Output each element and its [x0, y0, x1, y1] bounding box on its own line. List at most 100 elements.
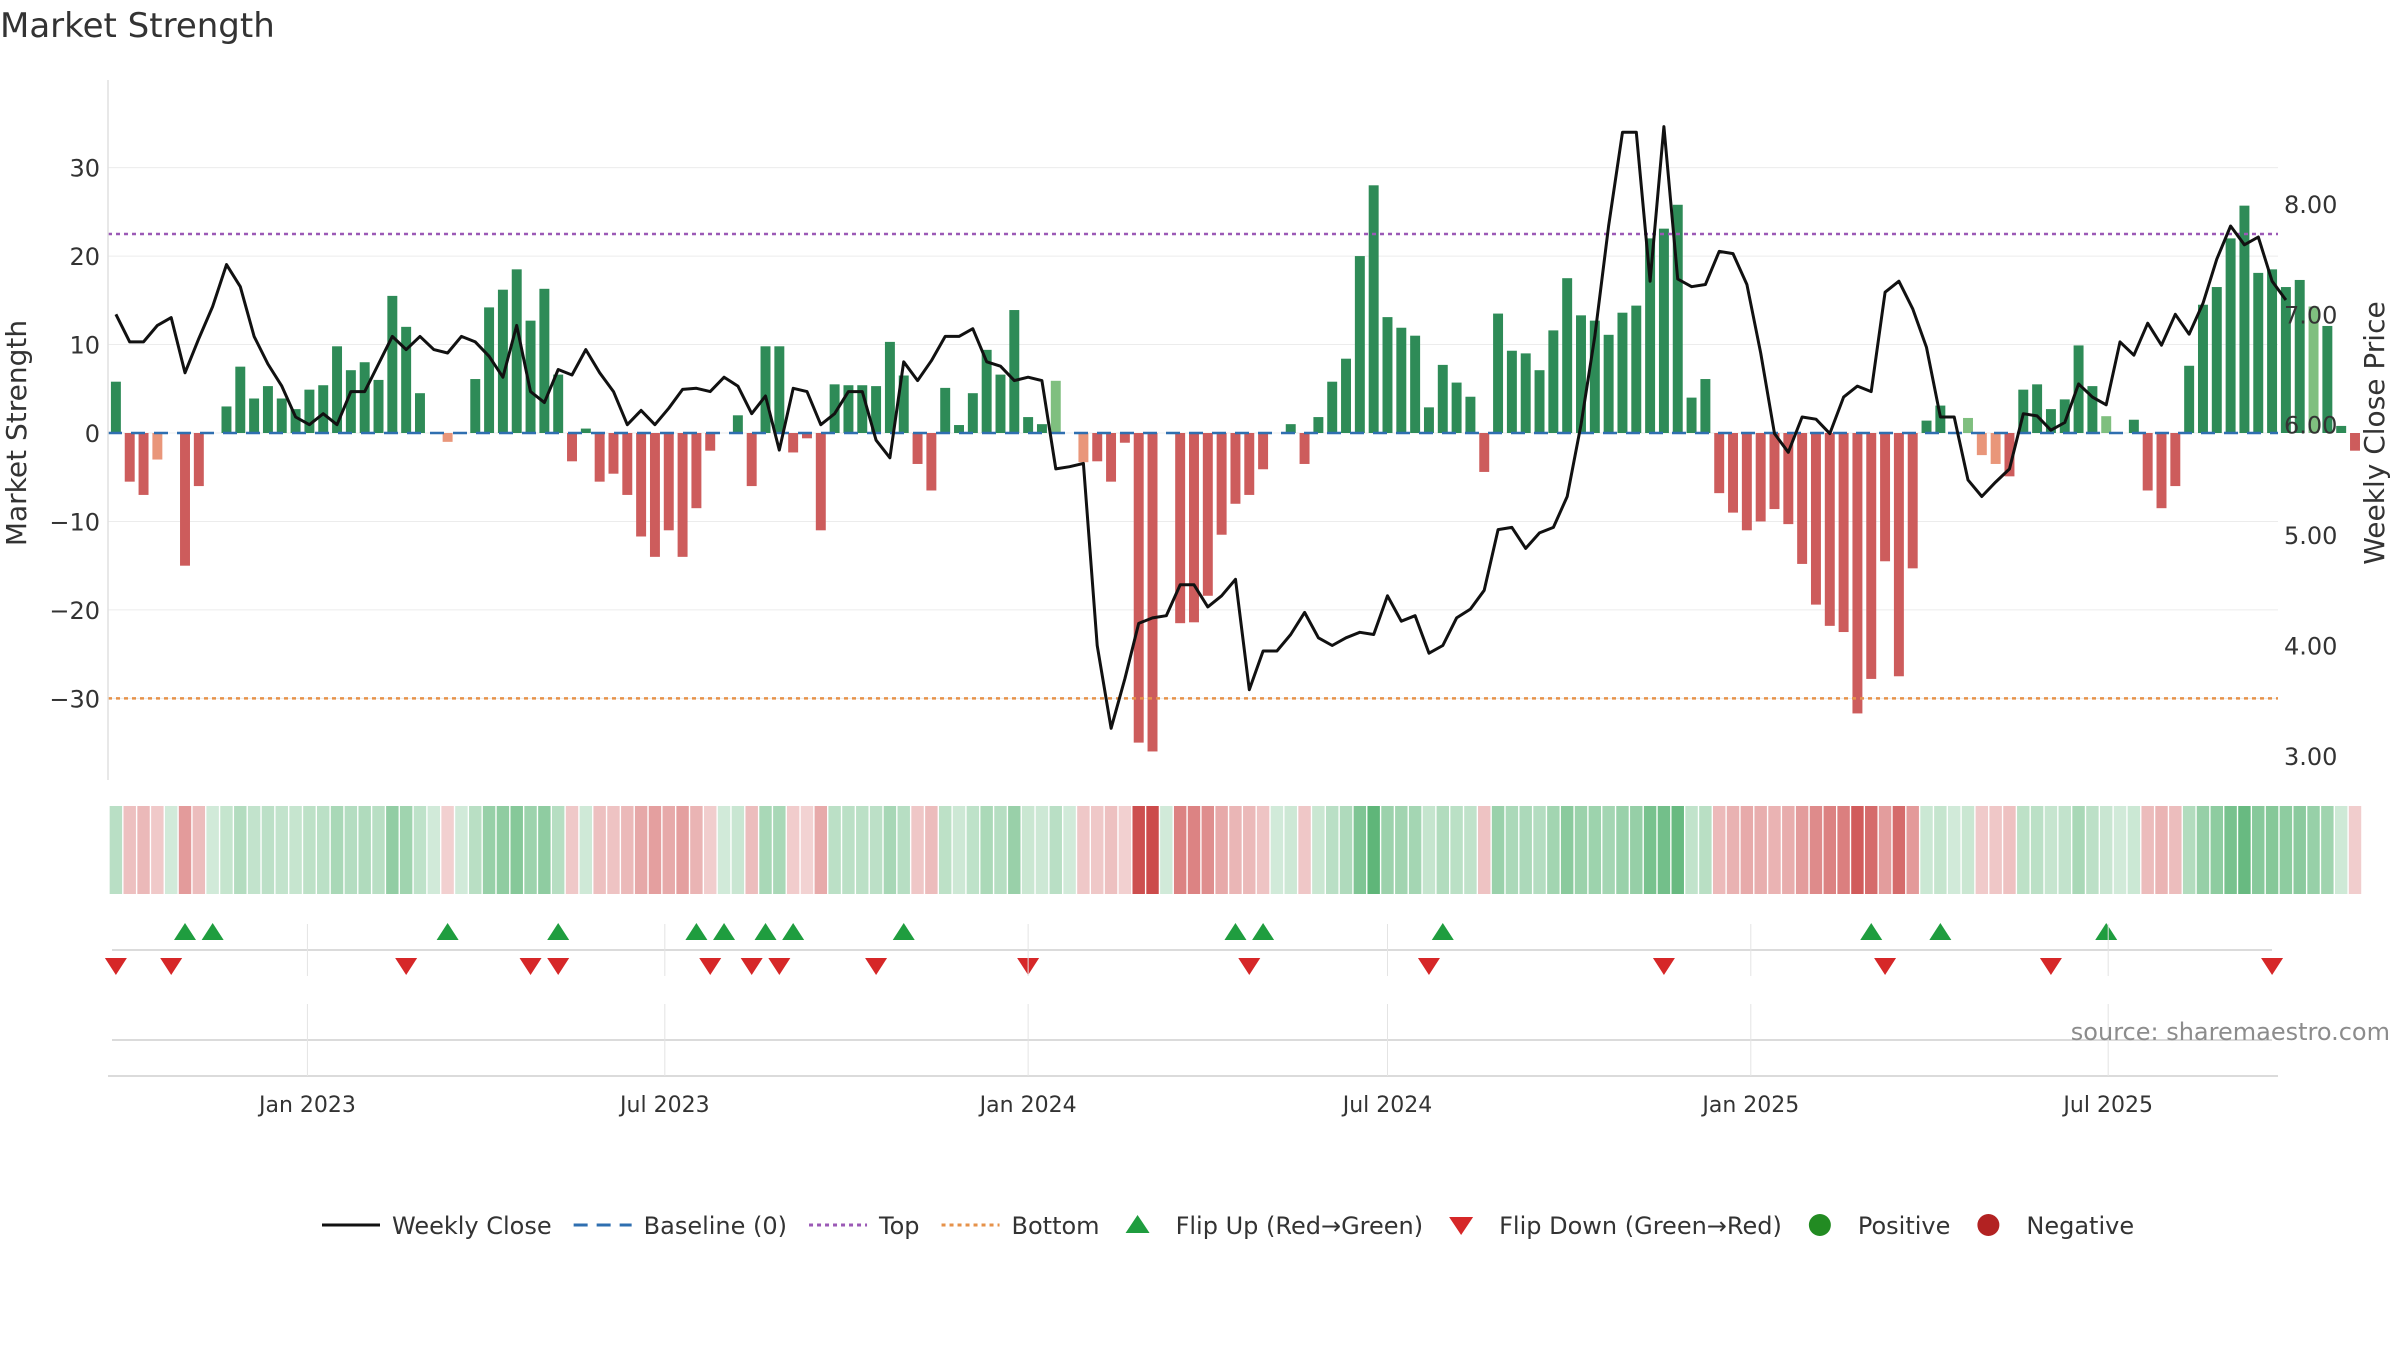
strip-cell [1422, 806, 1436, 894]
strength-strip [109, 806, 2362, 894]
strength-bar [912, 433, 923, 464]
strength-bar [525, 320, 536, 433]
strip-cell [579, 806, 593, 894]
strength-bar [1990, 433, 2001, 464]
strip-cell [317, 806, 330, 894]
strip-cell [2127, 806, 2141, 894]
axes: 30 20 10 0 −10 −20 −30 8.00 7.00 6.00 5.00 4.00 3.00… [0, 80, 2391, 780]
strength-bar [1078, 433, 1089, 463]
strip-cell [966, 806, 980, 894]
flip-down-marker [699, 958, 722, 975]
strip-cell [2017, 806, 2030, 894]
strip-cell [565, 806, 579, 894]
strength-bar [1603, 334, 1614, 433]
strip-cell [1989, 806, 2002, 894]
strip-cell [2307, 806, 2320, 894]
strip-cell [1339, 806, 1353, 894]
strip-cell [1132, 806, 1145, 894]
strength-bar [2197, 304, 2208, 433]
strength-bar [1092, 433, 1103, 462]
strip-cell [1616, 806, 1629, 894]
strength-bar [898, 375, 909, 433]
level-lines [108, 232, 2278, 700]
strip-cell [1602, 806, 1615, 894]
y-left-tick-label: 30 [69, 155, 100, 183]
strength-bar [1769, 433, 1780, 510]
strength-bars [110, 185, 2360, 752]
strength-bar [1866, 433, 1877, 679]
legend-label: Flip Up (Red→Green) [1176, 1212, 1424, 1240]
strip-cell [662, 806, 675, 894]
strip-cell [289, 806, 302, 894]
strip-cell [1947, 806, 1961, 894]
strength-bar [1797, 433, 1808, 564]
strip-cell [1049, 806, 1062, 894]
strength-bar [221, 406, 232, 433]
strength-bar [788, 433, 799, 453]
legend-swatch [1977, 1214, 2000, 1236]
strip-cell [759, 806, 772, 894]
strip-cell [1201, 806, 1215, 894]
strength-bar [705, 433, 716, 451]
strip-cell [344, 806, 358, 894]
flip-up-marker [436, 923, 459, 940]
weekly-close-path [114, 125, 2288, 730]
strength-bar [2128, 419, 2139, 433]
y-left-axis-title: Market Strength [0, 320, 33, 546]
flip-down-marker [768, 958, 791, 975]
flip-markers [104, 923, 2284, 975]
y-right-tick-label: 8.00 [2284, 191, 2337, 219]
strength-bar [193, 433, 204, 487]
strip-cell [234, 806, 247, 894]
strength-bar [497, 289, 508, 433]
y-right-tick-label: 3.00 [2284, 743, 2337, 771]
strip-cell [358, 806, 371, 894]
strength-bar [1963, 417, 1973, 433]
strength-bar [1672, 204, 1683, 433]
strength-bar [774, 346, 785, 433]
flip-up-marker [685, 923, 708, 940]
strength-bar [815, 433, 826, 531]
strip-cell [1630, 806, 1643, 894]
flip-down-marker [865, 958, 888, 975]
strength-bar [1686, 397, 1697, 433]
strip-cell [648, 806, 662, 894]
strip-cell [1243, 806, 1256, 894]
strength-bar [2294, 279, 2305, 433]
strip-cell [469, 806, 482, 894]
strip-cell [1353, 806, 1367, 894]
y-left-tick-label: 10 [69, 332, 100, 360]
strength-bar [1023, 417, 1034, 433]
strength-bar [442, 433, 453, 442]
strip-cell [247, 806, 261, 894]
x-tick-label: Jul 2024 [1341, 1093, 1433, 1118]
strength-bar [1810, 433, 1821, 605]
strip-cell [897, 806, 910, 894]
strip-cell [1381, 806, 1394, 894]
strip-cell [1118, 806, 1132, 894]
strip-cell [1560, 806, 1574, 894]
strength-bar [871, 386, 882, 433]
strip-cell [717, 806, 731, 894]
strip-cell [1021, 806, 1035, 894]
strip-cell [1519, 806, 1532, 894]
strength-bar [1728, 433, 1739, 513]
strip-cell [1450, 806, 1463, 894]
strip-cell [330, 806, 344, 894]
strength-bar [580, 428, 591, 433]
strength-bar [649, 433, 660, 557]
strip-cell [1035, 806, 1049, 894]
strength-bar [663, 433, 674, 531]
legend-label: Top [878, 1212, 920, 1240]
strength-bar [1921, 420, 1932, 433]
strip-cell [1325, 806, 1339, 894]
strength-bar [1880, 433, 1891, 562]
strength-bar [1202, 433, 1213, 596]
legend-swatch [1125, 1215, 1150, 1233]
strip-cell [2072, 806, 2085, 894]
strip-cell [1436, 806, 1449, 894]
strip-cell [1865, 806, 1878, 894]
strip-cell [1077, 806, 1090, 894]
flip-up-marker [713, 923, 736, 940]
flip-up-marker [1860, 923, 1883, 940]
